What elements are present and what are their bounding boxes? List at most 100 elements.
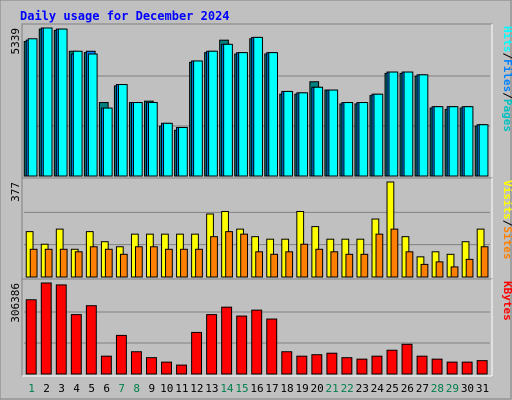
visits-bar-sites [420,263,429,278]
kbytes-bar-kbytes [476,360,488,375]
visits-bar-sites [59,248,68,278]
x-tick-label: 14 [220,382,234,395]
hits-bar-hits [223,43,233,177]
hits-bar-hits [328,89,339,177]
legend-entry: / [501,53,512,60]
kbytes-bar-kbytes [341,357,353,375]
legend-entry: / [501,92,512,99]
kbytes-bar-kbytes [416,355,428,375]
hits-bar-hits [132,102,143,177]
x-tick-label: 20 [311,382,324,395]
x-tick-label: 8 [133,382,140,395]
legend-entry: Sites [501,226,512,259]
panel-kbytes: 306386 KBytes [9,278,512,377]
kbytes-bar-kbytes [431,358,443,375]
x-tick-label: 16 [250,382,263,395]
visits-bar-sites [180,248,188,278]
hits-bar-hits [448,106,459,177]
x-tick-label: 27 [416,382,429,395]
kbytes-bar-kbytes [401,343,413,375]
x-tick-label: 13 [205,382,218,395]
hits-bar-hits [268,52,278,177]
legend-kbytes: KBytes [501,281,512,321]
hits-bar-hits [178,126,188,177]
x-tick-label: 3 [58,382,65,395]
kbytes-bar-kbytes [251,309,263,375]
visits-bar-sites [150,246,158,278]
visits-bar-sites [134,246,143,278]
kbytes-bar-kbytes [461,361,473,375]
kbytes-bar-kbytes [356,358,368,375]
kbytes-bar-kbytes [176,364,188,375]
visits-bar-sites [195,248,203,278]
kbytes-bar-kbytes [146,357,157,375]
x-tick-label: 23 [356,382,369,395]
x-tick-label: 21 [326,382,339,395]
visits-bar-sites [255,251,264,278]
visits-bar-sites [465,258,474,278]
hits-bar-hits [358,102,369,177]
visits-bar-sites [44,248,53,278]
kbytes-bar-kbytes [191,331,203,375]
x-tick-label: 4 [73,382,80,395]
x-tick-label: 30 [461,382,474,395]
x-tick-label: 24 [371,382,385,395]
x-tick-label: 6 [103,382,110,395]
x-tick-label: 7 [118,382,125,395]
hits-bar-hits [433,106,444,177]
x-tick-label: 22 [341,382,354,395]
kbytes-bar-kbytes [55,284,67,375]
hits-bar-hits [343,102,354,177]
x-tick-label: 15 [235,382,248,395]
hits-bar-hits [117,84,128,177]
kbytes-bar-kbytes [70,314,82,375]
legend-entry: KBytes [501,281,512,321]
visits-bar-sites [360,253,369,278]
visits-bar-sites [435,261,444,278]
visits-bar-sites [375,233,384,278]
kbytes-bar-kbytes [40,282,52,375]
legend-entry: Visits [501,180,512,220]
kbytes-bar-kbytes [311,354,323,375]
hits-bar-hits [163,122,173,177]
hits-bar-hits [27,38,38,177]
legend-entry: Hits [501,26,512,53]
x-tick-label: 1 [28,382,35,395]
hits-bar-hits [87,53,98,177]
x-tick-label: 19 [295,382,308,395]
kbytes-bar-kbytes [296,355,308,375]
kbytes-bar-kbytes [236,315,248,375]
visits-bar-visits [446,253,455,278]
y-axis-max-label: 5339 [9,28,22,55]
legend-entry: Pages [501,99,512,132]
kbytes-bar-kbytes [446,361,458,375]
x-tick-label: 5 [88,382,95,395]
x-tick-label: 11 [175,382,188,395]
hits-bar-hits [373,93,384,177]
panel-hits: 5339 Hits/Files/Pages [9,23,512,179]
x-tick-label: 12 [190,382,203,395]
legend-hits: Hits/Files/Pages [501,26,512,132]
visits-bar-sites [315,248,324,278]
visits-bar-sites [390,228,399,278]
hits-bar-hits [283,90,294,177]
visits-bar-sites [165,248,173,278]
hits-bar-hits [148,102,158,177]
hits-bar-hits [418,74,429,177]
visits-bar-sites [285,251,294,278]
y-axis-max-label: 306386 [9,283,22,323]
visits-bar-sites [330,251,339,278]
hits-bar-hits [208,50,218,177]
hits-bar-hits [463,106,474,177]
x-tick-label: 25 [386,382,399,395]
visits-bar-sites [240,233,248,278]
visits-bar-sites [119,253,128,278]
visits-bar-sites [450,266,459,278]
visits-bar-sites [104,248,113,278]
legend-entry: / [501,220,512,227]
kbytes-bar-kbytes [266,318,278,375]
x-tick-label: 29 [446,382,459,395]
chart-title: Daily usage for December 2024 [20,9,230,23]
visits-bar-sites [89,246,98,278]
